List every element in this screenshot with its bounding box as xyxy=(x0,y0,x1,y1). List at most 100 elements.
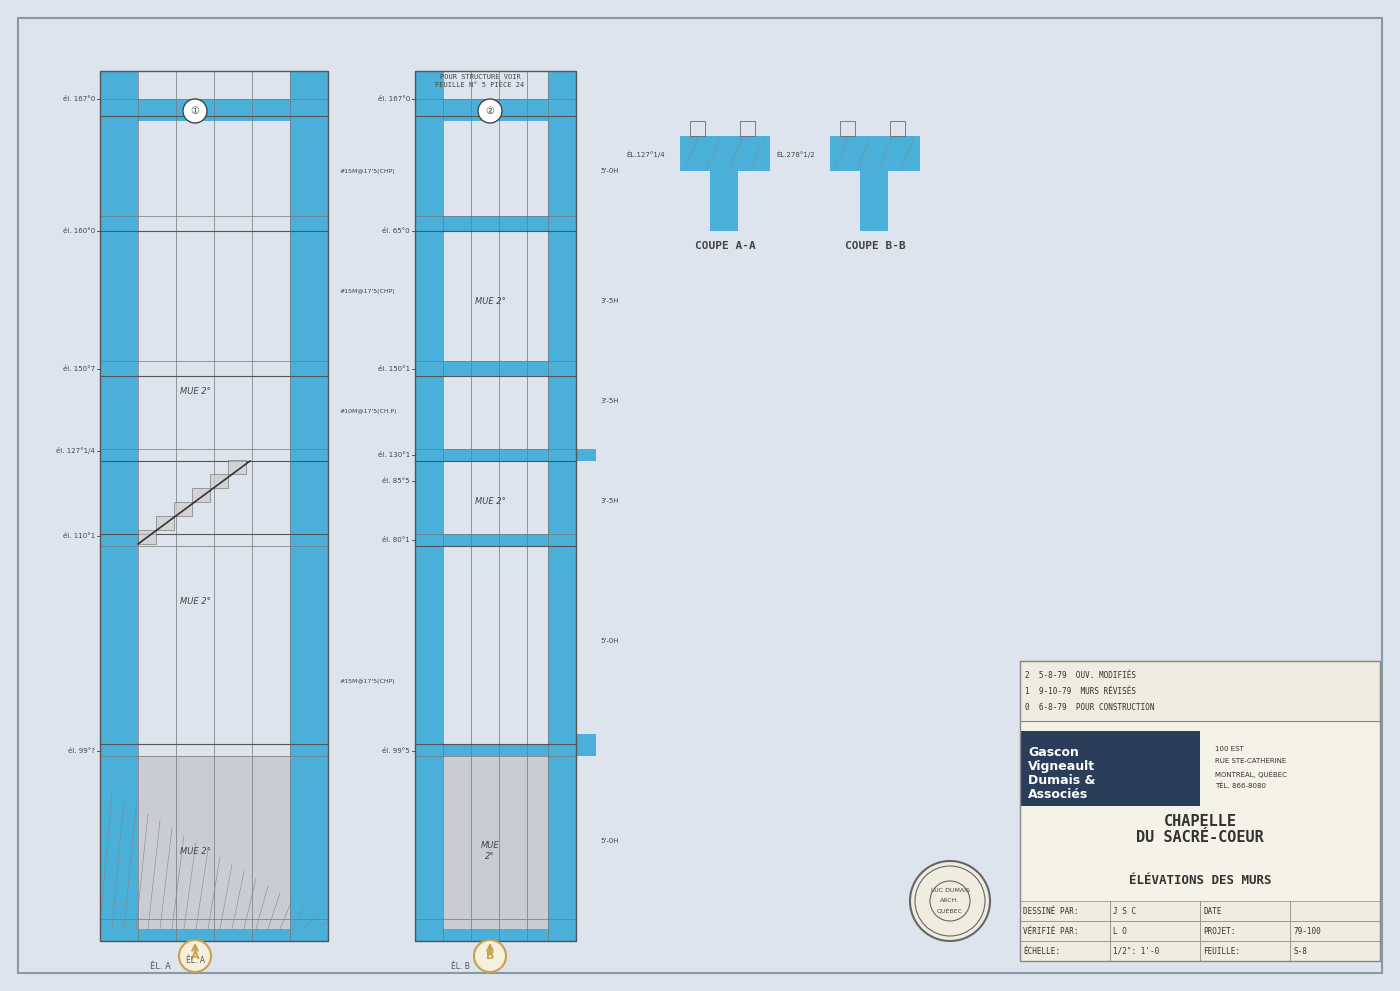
Text: ÉCHELLE:: ÉCHELLE: xyxy=(1023,946,1060,955)
Bar xyxy=(210,474,228,488)
Text: DATE: DATE xyxy=(1203,907,1221,916)
Bar xyxy=(174,502,192,516)
Text: J S C: J S C xyxy=(1113,907,1137,916)
Bar xyxy=(1021,921,1110,941)
Text: 3'-5H: 3'-5H xyxy=(601,398,619,404)
Text: él. 167°0: él. 167°0 xyxy=(378,96,410,102)
Text: RUE STE-CATHERINE: RUE STE-CATHERINE xyxy=(1215,758,1287,764)
Text: él. 110°1: él. 110°1 xyxy=(63,533,95,539)
Bar xyxy=(99,449,328,461)
Text: VÉRIFIÉ PAR:: VÉRIFIÉ PAR: xyxy=(1023,927,1078,936)
Text: ÉL.127°1/4: ÉL.127°1/4 xyxy=(626,151,665,158)
Bar xyxy=(1021,661,1380,961)
Text: ÉL. B: ÉL. B xyxy=(451,962,469,971)
Text: ①: ① xyxy=(190,106,199,116)
Bar xyxy=(414,361,575,376)
Text: COUPE A-A: COUPE A-A xyxy=(694,241,756,251)
Bar xyxy=(1110,921,1200,941)
Bar xyxy=(99,534,328,546)
Text: él. 167°0: él. 167°0 xyxy=(63,96,95,102)
Text: #15M@17'5(CHP): #15M@17'5(CHP) xyxy=(340,679,396,684)
Text: 5'-0H: 5'-0H xyxy=(601,638,619,644)
Bar xyxy=(890,121,904,136)
Bar xyxy=(99,216,328,231)
Bar xyxy=(442,756,547,929)
Bar xyxy=(830,136,920,171)
Text: MUE 2°: MUE 2° xyxy=(179,386,210,395)
Text: 79-100: 79-100 xyxy=(1294,927,1320,936)
Bar xyxy=(1289,901,1380,921)
Circle shape xyxy=(179,940,211,972)
Bar xyxy=(840,121,855,136)
Bar xyxy=(155,516,174,530)
Text: él. 99°?: él. 99°? xyxy=(69,748,95,754)
Text: Dumais &: Dumais & xyxy=(1028,774,1095,787)
Text: B: B xyxy=(486,951,494,961)
Text: FEUILLE:: FEUILLE: xyxy=(1203,946,1240,955)
Text: MUE
2°: MUE 2° xyxy=(480,841,500,861)
Circle shape xyxy=(475,940,505,972)
Text: 100 EST: 100 EST xyxy=(1215,746,1243,752)
Text: #10M@17'5(CH.P): #10M@17'5(CH.P) xyxy=(340,408,398,413)
Text: #15M@17'5(CHP): #15M@17'5(CHP) xyxy=(340,168,396,173)
Bar xyxy=(139,914,290,929)
Text: CHAPELLE: CHAPELLE xyxy=(1163,814,1236,828)
Text: Vigneault: Vigneault xyxy=(1028,760,1095,773)
Bar xyxy=(575,734,596,756)
Bar xyxy=(414,216,575,231)
Text: ÉL.278°1/2: ÉL.278°1/2 xyxy=(777,151,815,158)
Text: MONTRÉAL, QUÉBEC: MONTRÉAL, QUÉBEC xyxy=(1215,770,1287,778)
Bar xyxy=(414,449,575,461)
Bar xyxy=(99,744,328,756)
Text: MUE 2°: MUE 2° xyxy=(179,846,210,855)
Text: 2  5-8-79  OUV. MODIFIÉS: 2 5-8-79 OUV. MODIFIÉS xyxy=(1025,671,1135,680)
Bar xyxy=(1021,731,1200,806)
Text: DU SACRÉ-COEUR: DU SACRÉ-COEUR xyxy=(1137,830,1264,845)
Text: él. 85°5: él. 85°5 xyxy=(382,478,410,484)
Text: L O: L O xyxy=(1113,927,1127,936)
Bar xyxy=(414,99,575,121)
Text: POUR STRUCTURE VOIR
FEUILLE N° 5 PIÈCE 24: POUR STRUCTURE VOIR FEUILLE N° 5 PIÈCE 2… xyxy=(435,74,525,88)
Text: MUE 2°: MUE 2° xyxy=(475,296,505,305)
Bar xyxy=(99,99,328,121)
Bar xyxy=(414,534,575,546)
Text: él. 99°5: él. 99°5 xyxy=(382,748,410,754)
Bar xyxy=(710,171,738,231)
Bar xyxy=(1021,941,1110,961)
Bar xyxy=(228,460,246,474)
Text: 5'-0H: 5'-0H xyxy=(601,838,619,844)
Text: LUC DUMAIS: LUC DUMAIS xyxy=(931,889,969,894)
Bar xyxy=(1021,901,1110,921)
Bar xyxy=(575,449,596,461)
Bar xyxy=(414,919,575,941)
Text: él. 150°1: él. 150°1 xyxy=(378,366,410,372)
Text: S-8: S-8 xyxy=(1294,946,1306,955)
Text: DESSINÉ PAR:: DESSINÉ PAR: xyxy=(1023,907,1078,916)
Circle shape xyxy=(477,99,503,123)
Bar xyxy=(1200,941,1289,961)
Bar xyxy=(1200,921,1289,941)
Text: #15M@17'5(CHP): #15M@17'5(CHP) xyxy=(340,288,396,293)
Text: 1/2": 1'-0: 1/2": 1'-0 xyxy=(1113,946,1159,955)
Text: ÉLÉVATIONS DES MURS: ÉLÉVATIONS DES MURS xyxy=(1128,874,1271,888)
Bar xyxy=(1289,941,1380,961)
Text: 0  6-8-79  POUR CONSTRUCTION: 0 6-8-79 POUR CONSTRUCTION xyxy=(1025,703,1155,712)
Bar xyxy=(741,121,755,136)
Text: él. 150°7: él. 150°7 xyxy=(63,366,95,372)
Text: MUE 2°: MUE 2° xyxy=(179,597,210,606)
Text: COUPE B-B: COUPE B-B xyxy=(844,241,906,251)
Text: ÉL. A: ÉL. A xyxy=(185,956,204,965)
Bar xyxy=(547,71,575,941)
Text: 5'-0H: 5'-0H xyxy=(601,168,619,174)
Text: QUÉBEC: QUÉBEC xyxy=(937,908,963,914)
Text: él. 130°1: él. 130°1 xyxy=(378,452,410,458)
Bar xyxy=(139,756,290,929)
Bar xyxy=(1110,901,1200,921)
Bar xyxy=(290,71,328,941)
Bar xyxy=(99,361,328,376)
Bar xyxy=(99,71,139,941)
Bar xyxy=(414,744,575,756)
Text: A: A xyxy=(190,951,199,961)
Bar xyxy=(680,136,770,171)
Text: 1  9-10-79  MURS RÉVISÉS: 1 9-10-79 MURS RÉVISÉS xyxy=(1025,687,1135,696)
